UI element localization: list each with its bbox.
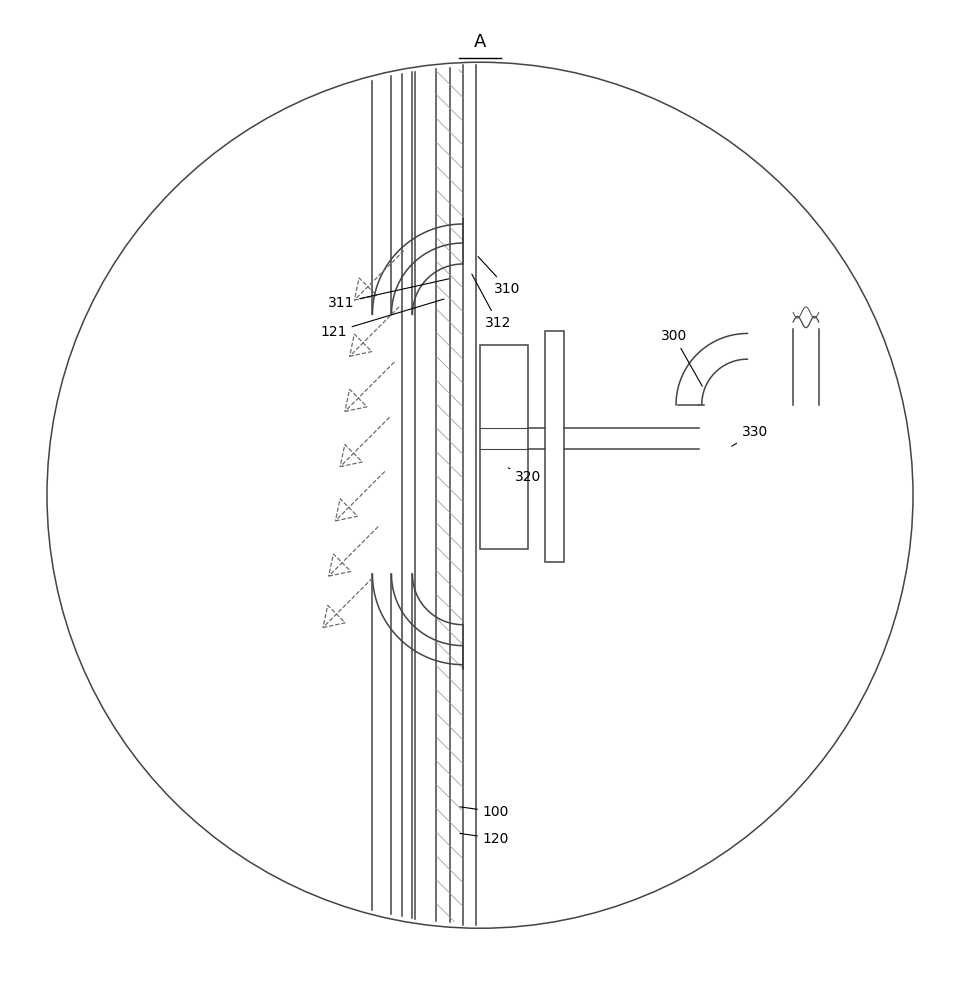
- Text: 320: 320: [508, 468, 541, 484]
- Text: 120: 120: [460, 832, 509, 846]
- Bar: [480, 345, 528, 549]
- Text: 300: 300: [660, 329, 703, 386]
- Bar: [544, 331, 564, 562]
- Text: 121: 121: [320, 299, 444, 339]
- Text: 312: 312: [471, 274, 511, 330]
- Text: 310: 310: [478, 257, 520, 296]
- Text: A: A: [474, 33, 486, 51]
- Text: 100: 100: [460, 805, 509, 819]
- Text: 330: 330: [732, 425, 768, 446]
- Text: 311: 311: [327, 279, 448, 310]
